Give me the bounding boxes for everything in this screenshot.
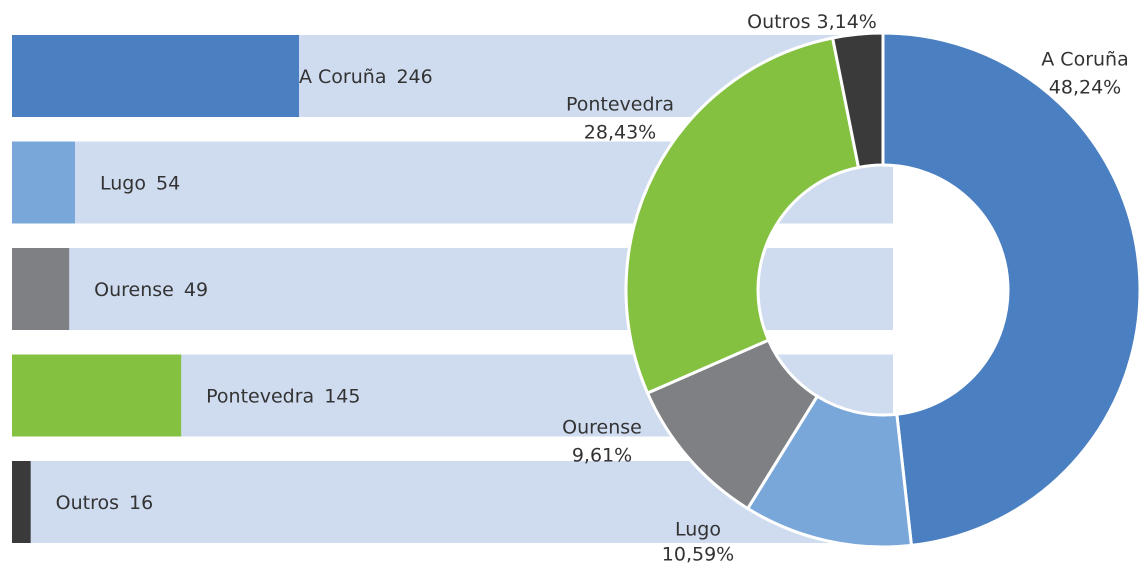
- bar-category: Pontevedra: [206, 385, 314, 407]
- bar: [12, 141, 75, 224]
- bar-label: A Coruña 246: [299, 66, 433, 88]
- bar-label: Ourense 49: [94, 279, 208, 301]
- bar-value: 16: [129, 492, 153, 514]
- donut-slice: [830, 31, 885, 170]
- donut-value: 3,14%: [817, 11, 877, 33]
- bar-category: Outros: [56, 492, 119, 514]
- bar-category: Lugo: [100, 172, 146, 194]
- bar: [12, 354, 182, 437]
- donut-category: Pontevedra: [566, 94, 674, 116]
- bar-value: 246: [396, 66, 432, 88]
- bar-value: 54: [156, 172, 180, 194]
- bar-label: Pontevedra 145: [206, 385, 360, 407]
- bar: [12, 35, 299, 117]
- bar: [12, 248, 70, 330]
- donut-value: 48,24%: [1049, 77, 1121, 99]
- bar-value: 145: [324, 385, 360, 407]
- donut-category: Outros: [747, 11, 810, 33]
- donut-value: 9,61%: [572, 445, 632, 467]
- donut-slice: [624, 36, 861, 396]
- bar-value: 49: [184, 279, 208, 301]
- donut-category: Lugo: [675, 519, 721, 541]
- donut-value: 10,59%: [662, 544, 734, 564]
- donut-category: Ourense: [562, 417, 642, 439]
- bar-category: A Coruña: [299, 66, 386, 88]
- bar: [12, 461, 31, 543]
- donut-category: A Coruña: [1041, 49, 1128, 71]
- bar-label: Lugo 54: [100, 172, 180, 194]
- donut-slice: [881, 31, 1142, 548]
- donut-value: 28,43%: [584, 122, 656, 144]
- donut-label: Outros 3,14%: [747, 11, 877, 33]
- bar-label: Outros 16: [56, 492, 154, 514]
- bar-category: Ourense: [94, 279, 174, 301]
